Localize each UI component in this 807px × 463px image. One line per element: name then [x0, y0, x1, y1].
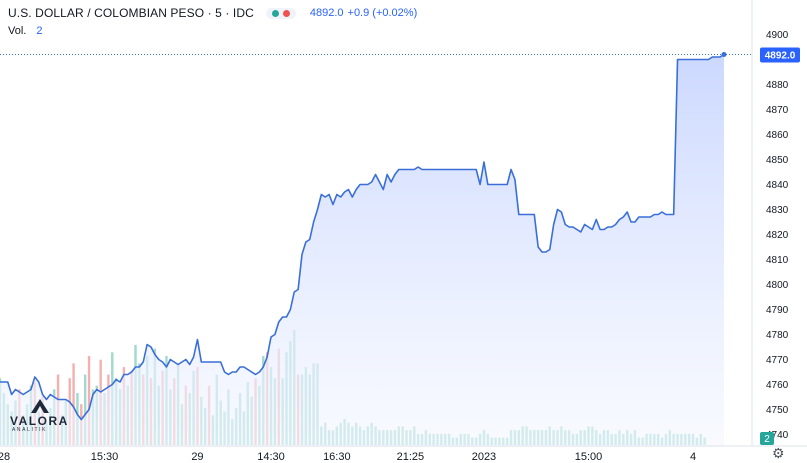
volume-label: Vol. — [8, 25, 27, 37]
x-tick-label: 21:25 — [397, 451, 425, 463]
market-status[interactable] — [265, 7, 296, 19]
x-tick-label: 29 — [191, 451, 203, 463]
logo-mark-icon — [31, 399, 49, 413]
price-area — [0, 54, 724, 447]
y-tick-label: 4840 — [766, 180, 789, 191]
y-tick-label: 4760 — [766, 380, 789, 391]
last-price-value: 4892.0 — [309, 7, 344, 19]
price-axis[interactable]: 4740 4750 4760 4770 4780 4790 4800 4810 4820 4830… — [766, 30, 789, 441]
price-line — [0, 53, 725, 421]
svg-text:2: 2 — [764, 434, 770, 445]
y-tick-label: 4830 — [766, 205, 789, 216]
last-price-label: 4892.0 — [760, 47, 800, 63]
y-tick-label: 4870 — [766, 105, 789, 116]
price-change-value: +0.9 (+0.02%) — [347, 7, 418, 19]
y-tick-label: 4790 — [766, 305, 789, 316]
x-tick-label: 15:30 — [91, 451, 119, 463]
symbol-title[interactable]: U.S. DOLLAR / COLOMBIAN PESO · 5 · IDC — [8, 6, 254, 20]
svg-text:4892.0: 4892.0 — [765, 51, 796, 62]
volume-bar — [72, 363, 75, 445]
volume-legend[interactable]: Vol. 2 — [8, 25, 42, 37]
last-price-point — [721, 52, 727, 57]
x-tick-label: 28 — [0, 451, 10, 463]
gear-icon[interactable]: ⚙ — [772, 445, 785, 461]
x-tick-label: 4 — [690, 451, 696, 463]
y-tick-label: 4880 — [766, 80, 789, 91]
y-tick-label: 4850 — [766, 155, 789, 166]
chart-legend: U.S. DOLLAR / COLOMBIAN PESO · 5 · IDC 4… — [8, 5, 417, 21]
x-tick-label: 2023 — [472, 451, 496, 463]
volume-value: 2 — [36, 25, 43, 37]
green-dot-icon — [271, 9, 279, 17]
x-tick-label: 15:00 — [575, 451, 603, 463]
valora-analitik-logo: VALORA ANALITIK — [10, 398, 80, 434]
y-tick-label: 4800 — [766, 280, 789, 291]
y-tick-label: 4860 — [766, 130, 789, 141]
logo-subtitle: ANALITIK — [12, 427, 48, 433]
x-tick-label: 16:30 — [323, 451, 351, 463]
y-tick-label: 4820 — [766, 230, 789, 241]
time-axis[interactable]: 28 15:30 29 14:30 16:30 21:25 2023 15:00 4 — [0, 451, 696, 463]
y-tick-label: 4810 — [766, 255, 789, 266]
red-dot-icon — [282, 9, 290, 17]
y-tick-label: 4740 — [766, 430, 789, 441]
volume-value-label: 2 — [760, 432, 774, 445]
volume-bar — [87, 355, 91, 445]
volume-bar — [83, 374, 87, 445]
y-tick-label: 4780 — [766, 330, 789, 341]
logo-word: VALORA — [10, 414, 69, 428]
y-tick-label: 4750 — [766, 405, 789, 416]
y-tick-label: 4770 — [766, 355, 789, 366]
y-tick-label: 4900 — [766, 30, 789, 41]
x-tick-label: 14:30 — [257, 451, 285, 463]
